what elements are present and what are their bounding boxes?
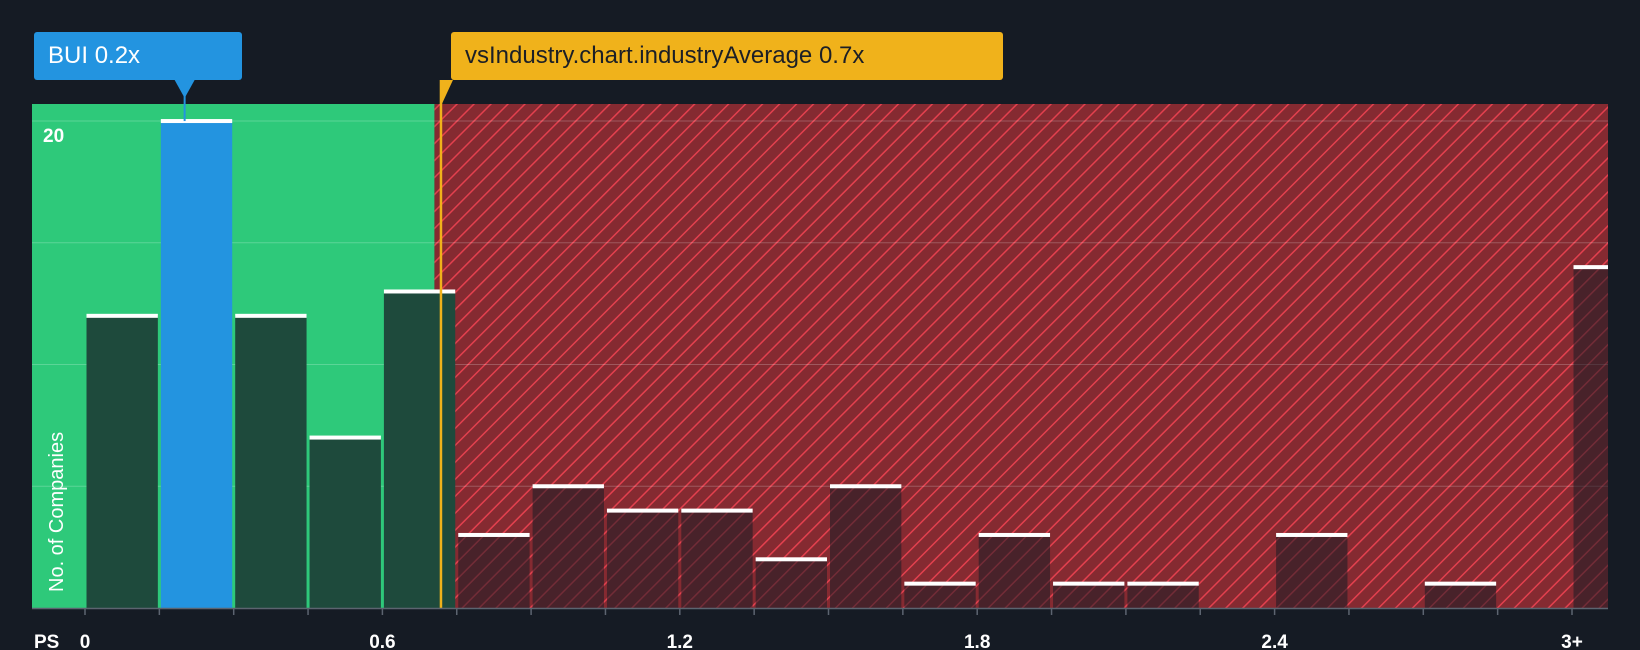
bar-cap (681, 508, 753, 513)
histogram-bar (1573, 267, 1608, 608)
histogram-bar (978, 534, 1051, 608)
histogram-bar (755, 559, 827, 608)
industry-average-callout: vsIndustry.chart.industryAverage 0.7x (451, 32, 1003, 80)
bar-cap (1276, 532, 1348, 537)
company-ps-value: 0.2x (94, 42, 141, 69)
x-tick-label: 1.8 (964, 632, 990, 650)
histogram-bar (1424, 583, 1497, 608)
bar-cap (1053, 581, 1125, 586)
company-bin-bar (160, 121, 233, 608)
bar-cap (978, 532, 1051, 537)
bar-cap (1127, 581, 1199, 586)
histogram-bar (1053, 583, 1125, 608)
bar-cap (532, 484, 604, 489)
histogram-bar (606, 510, 679, 608)
histogram-bar (235, 315, 307, 608)
x-tick-label: 3+ (1561, 632, 1583, 650)
bar-cap (1573, 265, 1608, 270)
histogram-bar (1276, 534, 1348, 608)
industry-average-notch (440, 80, 453, 106)
bar-cap (235, 313, 307, 318)
histogram-bar (309, 437, 381, 608)
x-tick-label: 2.4 (1261, 632, 1288, 650)
histogram-bar (830, 486, 902, 608)
bar-cap (830, 484, 902, 489)
histogram-bar (532, 486, 604, 608)
y-axis-label: No. of Companies (46, 432, 68, 592)
bar-cap (160, 119, 233, 124)
histogram-bar (383, 291, 456, 608)
x-tick-label: 0.6 (369, 632, 395, 650)
bar-cap (1424, 581, 1497, 586)
bar-cap (904, 581, 976, 586)
company-ticker: BUI (48, 42, 89, 69)
bar-cap (755, 557, 827, 562)
industry-average-value: 0.7x (818, 42, 865, 69)
x-tick-label: 0 (80, 632, 91, 650)
histogram-bar (681, 510, 753, 608)
bar-cap (86, 313, 158, 318)
bar-cap (383, 289, 456, 294)
histogram-bar (458, 534, 530, 608)
company-pointer-notch (174, 80, 195, 98)
bar-cap (458, 532, 530, 537)
histogram-bar (904, 583, 976, 608)
company-ps-callout: BUI 0.2x (34, 32, 242, 80)
bar-cap (309, 435, 381, 440)
x-tick-label: 1.2 (667, 632, 693, 650)
histogram-bar (1127, 583, 1199, 608)
histogram-bar (86, 315, 158, 608)
bar-cap (606, 508, 679, 513)
y-tick-label: 20 (43, 126, 64, 147)
x-axis-label: PS (34, 632, 59, 650)
industry-average-label: vsIndustry.chart.industryAverage (465, 42, 813, 69)
